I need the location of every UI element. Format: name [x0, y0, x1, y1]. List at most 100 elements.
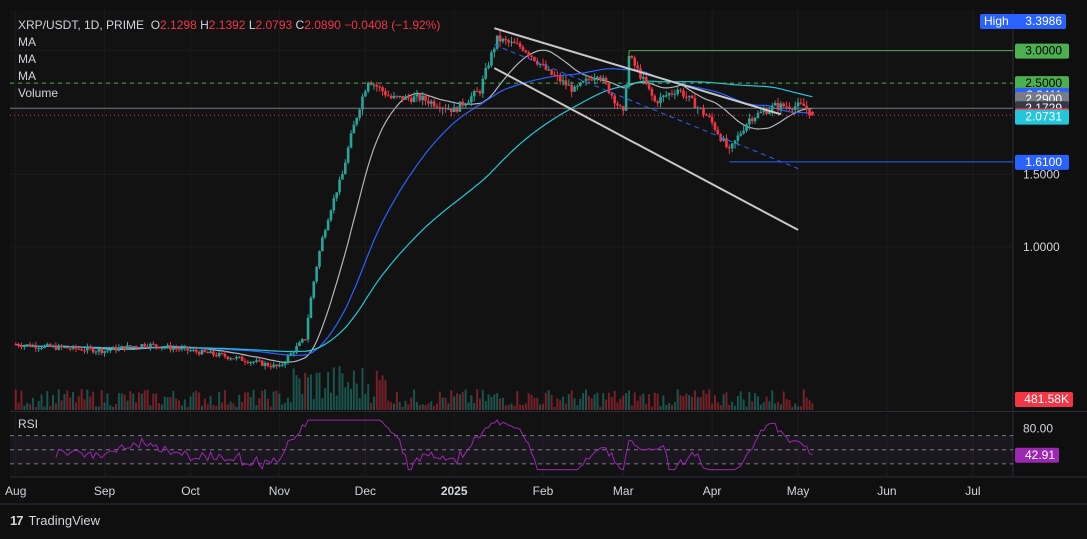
rsi-label[interactable]: RSI [18, 417, 39, 431]
indicator-volume[interactable]: Volume [18, 86, 59, 100]
volume-bar [415, 401, 418, 410]
candle-body [702, 108, 705, 115]
candle [601, 74, 605, 83]
volume-bar [625, 393, 628, 410]
candle-body [490, 52, 493, 66]
volume-bar [135, 402, 138, 410]
brand[interactable]: 17 TradingView [10, 513, 100, 528]
symbol-label[interactable]: XRP/USDT, 1D, PRIME [18, 18, 145, 32]
candle-body [34, 345, 38, 349]
candle [143, 342, 146, 348]
candle [301, 337, 304, 344]
volume-bar [553, 406, 556, 410]
candle-body [120, 346, 124, 348]
indicator-ma-2[interactable]: MA [18, 52, 36, 66]
candle-body [37, 348, 40, 350]
candle [197, 350, 201, 357]
volume-bar [355, 383, 358, 410]
candle [424, 93, 427, 106]
candle-body [60, 345, 63, 348]
volume-bar [215, 405, 218, 410]
volume-series [14, 366, 814, 410]
candle-body [54, 345, 58, 350]
volume-bar [808, 400, 811, 410]
candle-body [467, 102, 470, 105]
volume-bar [648, 394, 651, 410]
candle [103, 350, 106, 357]
candle [725, 134, 728, 149]
price-label-box [1015, 43, 1069, 59]
volume-bar [676, 389, 679, 410]
candle-body [323, 230, 327, 238]
candle-body [40, 347, 43, 349]
candle [773, 100, 777, 106]
candle-body [378, 86, 381, 88]
volume-bar [338, 366, 341, 410]
candle-body [48, 344, 52, 347]
candle [742, 125, 745, 135]
candle [180, 344, 184, 352]
candle-body [750, 118, 754, 122]
candle-body [194, 349, 198, 352]
candle [263, 360, 267, 370]
candle [613, 94, 616, 109]
volume-bar [435, 403, 438, 410]
candle [91, 347, 95, 354]
candle-body [346, 147, 350, 163]
candle-body [424, 95, 427, 101]
volume-bar [307, 377, 310, 410]
candle [326, 217, 330, 231]
candle-body [616, 103, 619, 106]
candle [74, 344, 78, 352]
candle [223, 350, 227, 359]
candle [682, 87, 685, 100]
volume-bar [777, 401, 780, 410]
volume-bar [358, 398, 361, 410]
volume-bar [499, 398, 502, 410]
candle-body [343, 162, 347, 175]
volume-bar [688, 395, 691, 410]
volume-bar [802, 389, 805, 410]
candle [802, 98, 806, 107]
candle [140, 343, 144, 349]
candle [88, 344, 92, 351]
candle [561, 75, 565, 86]
candle-body [384, 91, 387, 96]
candle-body [306, 318, 310, 340]
volume-bar [103, 402, 106, 410]
volume-bar [771, 390, 774, 410]
candle-body [215, 354, 218, 357]
candle-body [51, 345, 55, 347]
candle [303, 338, 307, 341]
candle-body [131, 346, 135, 348]
volume-bar [235, 406, 238, 410]
volume-bar [653, 392, 656, 410]
volume-bar [332, 367, 335, 410]
candle [66, 346, 69, 349]
candle-body [805, 105, 808, 110]
candle-body [349, 133, 353, 148]
indicator-ma-1[interactable]: MA [18, 35, 36, 49]
indicator-ma-3[interactable]: MA [18, 69, 36, 83]
candle [318, 250, 321, 270]
candle [429, 99, 433, 108]
volume-bar [759, 404, 762, 410]
candle [581, 80, 585, 84]
volume-bar [682, 395, 685, 410]
candle [470, 92, 473, 107]
volume-bar [450, 390, 453, 410]
candle-body [550, 69, 553, 75]
volume-bar [725, 392, 728, 410]
candle-body [160, 347, 164, 349]
high-value: 2.1392 [208, 18, 246, 32]
candle-body [183, 347, 187, 349]
candle [45, 342, 49, 347]
volume-bar [206, 404, 209, 410]
candle [481, 75, 485, 98]
volume-bar [117, 393, 120, 410]
candle [461, 98, 465, 110]
price-label-box [980, 14, 1066, 29]
rsi-pane [10, 413, 1013, 476]
candle [664, 90, 668, 98]
